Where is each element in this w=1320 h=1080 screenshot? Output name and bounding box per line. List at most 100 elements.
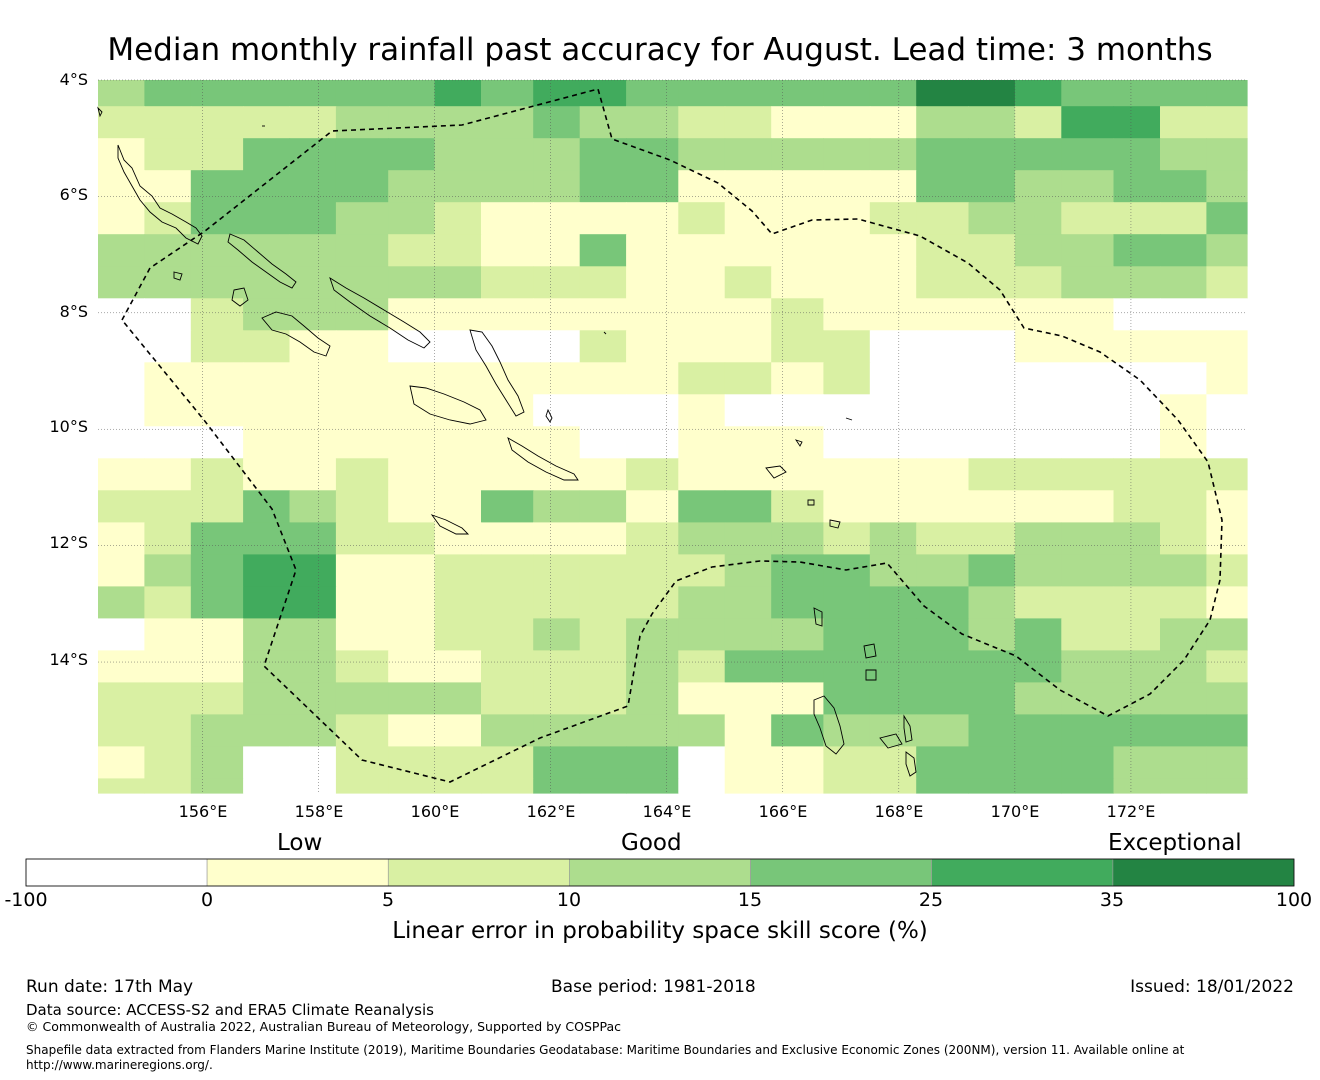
skill-cell xyxy=(1061,650,1115,683)
skill-cell xyxy=(533,362,581,395)
skill-cell xyxy=(388,618,436,651)
skill-cell xyxy=(1206,362,1248,395)
skill-cell xyxy=(771,202,824,235)
skill-cell xyxy=(335,234,389,267)
skill-cell xyxy=(869,138,917,171)
skill-cell xyxy=(144,234,192,267)
lon-label-162e: 162°E xyxy=(526,802,576,821)
skill-cell xyxy=(144,714,192,747)
skill-cell xyxy=(434,202,482,235)
coastline-new-georgia xyxy=(261,311,331,357)
skill-cell xyxy=(98,554,145,587)
skill-cell xyxy=(771,266,824,299)
skill-cell xyxy=(190,618,244,651)
skill-cell xyxy=(626,426,679,459)
skill-cell xyxy=(1113,586,1161,619)
skill-cell xyxy=(724,682,772,715)
skill-cell xyxy=(481,80,534,107)
skill-cell xyxy=(481,330,534,363)
skill-cell xyxy=(869,778,917,794)
skill-cell xyxy=(916,458,969,491)
skill-cell xyxy=(579,746,627,779)
skill-cell xyxy=(98,458,145,491)
skill-cell xyxy=(968,554,1016,587)
skill-cell xyxy=(823,746,871,779)
skill-cell xyxy=(823,650,871,683)
skill-cell xyxy=(335,298,389,331)
skill-cell xyxy=(243,170,291,203)
skill-cell xyxy=(434,490,482,523)
skill-cell xyxy=(1113,298,1161,331)
skill-cell xyxy=(335,586,389,619)
skill-cell xyxy=(434,138,482,171)
skill-cell xyxy=(916,554,969,587)
skill-cell xyxy=(481,618,534,651)
skill-cell xyxy=(869,458,917,491)
skill-cell xyxy=(1160,80,1207,107)
lat-label-10s: 10°S xyxy=(49,417,88,436)
skill-cell xyxy=(1206,586,1248,619)
skill-cell xyxy=(771,394,824,427)
skill-cell xyxy=(98,298,145,331)
skill-cell xyxy=(724,522,772,555)
skill-cell xyxy=(388,362,436,395)
skill-cell xyxy=(1160,586,1207,619)
skill-cell xyxy=(1206,778,1248,794)
skill-cell xyxy=(916,80,969,107)
skill-cell xyxy=(533,650,581,683)
coastline-tikopia xyxy=(829,519,841,529)
skill-cell xyxy=(1113,394,1161,427)
skill-cell xyxy=(243,330,291,363)
skill-cell xyxy=(823,682,871,715)
skill-cell xyxy=(335,170,389,203)
skill-cell xyxy=(724,298,772,331)
skill-cell xyxy=(1113,778,1161,794)
skill-cell xyxy=(434,298,482,331)
skill-cell xyxy=(724,746,772,779)
skill-cell xyxy=(724,138,772,171)
coastline-choiseul xyxy=(227,233,297,289)
skill-cell xyxy=(771,618,824,651)
skill-cell xyxy=(1014,330,1062,363)
skill-cell xyxy=(1160,778,1207,794)
skill-cell xyxy=(289,394,337,427)
skill-cell xyxy=(434,746,482,779)
skill-cell xyxy=(434,330,482,363)
skill-cell xyxy=(335,458,389,491)
skill-cell xyxy=(388,554,436,587)
lat-label-4s: 4°S xyxy=(59,70,88,89)
skill-cell xyxy=(968,362,1016,395)
skill-cell xyxy=(771,650,824,683)
skill-cell xyxy=(1160,202,1207,235)
skill-cell xyxy=(388,170,436,203)
skill-cell xyxy=(968,714,1016,747)
skill-cell xyxy=(144,138,192,171)
skill-cell xyxy=(678,138,726,171)
skill-cell xyxy=(1160,106,1207,139)
skill-cell xyxy=(968,490,1016,523)
skill-cell xyxy=(1160,682,1207,715)
skill-cell xyxy=(771,330,824,363)
skill-cell xyxy=(481,522,534,555)
issued-date: Issued: 18/01/2022 xyxy=(1130,977,1294,997)
skill-cell xyxy=(626,682,679,715)
lon-label-160e: 160°E xyxy=(410,802,460,821)
skill-cell xyxy=(724,170,772,203)
skill-cell xyxy=(144,618,192,651)
skill-cell xyxy=(98,586,145,619)
coastline-nissan xyxy=(173,271,183,281)
skill-cell xyxy=(678,522,726,555)
colorbar-tick: 100 xyxy=(1275,889,1313,911)
skill-cell xyxy=(1061,170,1115,203)
skill-cell xyxy=(243,234,291,267)
skill-cell xyxy=(869,298,917,331)
skill-cell xyxy=(771,746,824,779)
skill-cell xyxy=(289,618,337,651)
coastline-ulawa xyxy=(545,408,553,423)
skill-cell xyxy=(626,362,679,395)
skill-cell xyxy=(771,138,824,171)
skill-cell xyxy=(243,202,291,235)
skill-cell xyxy=(823,330,871,363)
skill-cell xyxy=(1061,298,1115,331)
skill-cell xyxy=(968,650,1016,683)
